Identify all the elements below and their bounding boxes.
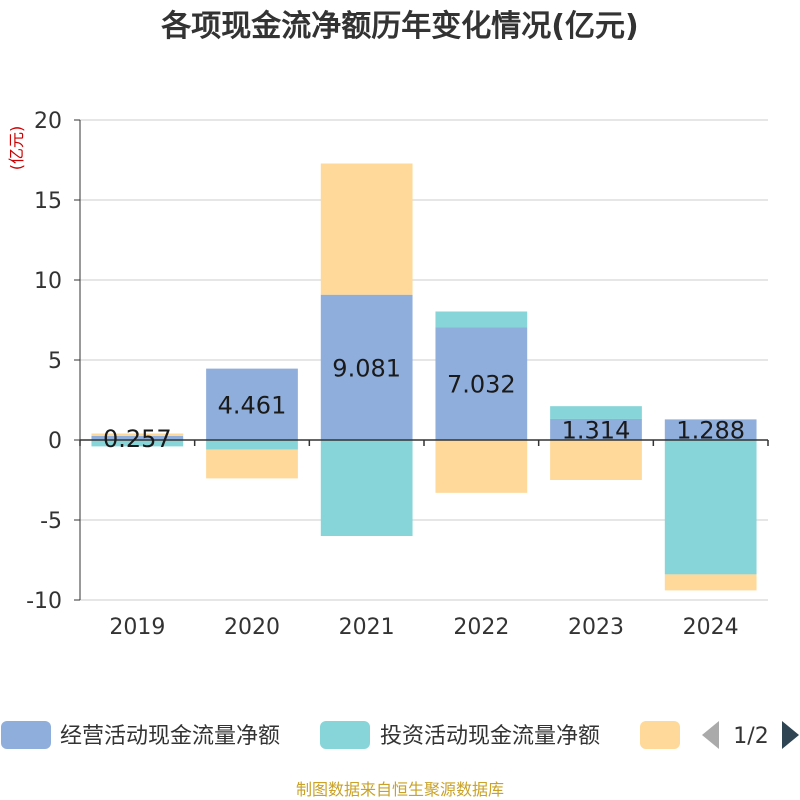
legend-item-financing[interactable] [640,721,680,749]
x-tick-label: 2023 [568,615,624,640]
x-tick-label: 2019 [109,615,165,640]
legend-label-operating: 经营活动现金流量净额 [60,724,280,749]
bar-investing-2020 [206,440,298,450]
x-tick-label: 2020 [224,615,280,640]
data-label-operating-2021: 9.081 [332,354,401,382]
y-tick-label: -10 [26,589,62,614]
legend-swatch-financing [640,721,680,749]
bar-investing-2022 [435,311,528,328]
y-tick-label: 0 [48,429,62,454]
y-tick-label: 20 [34,109,62,134]
gridlines [80,119,768,601]
y-tick-label: 15 [34,189,62,214]
x-tick-label: 2021 [339,615,395,640]
x-tick-label: 2022 [453,615,509,640]
bar-operating-2019 [91,435,184,440]
data-label-operating-2019: 0.257 [103,425,172,453]
data-label-operating-2020: 4.461 [218,391,287,419]
legend: 经营活动现金流量净额 投资活动现金流量净额 1/2 [1,721,799,749]
data-labels: 0.257 4.461 9.081 7.032 1.314 1.288 [103,354,745,453]
legend-item-operating[interactable]: 经营活动现金流量净额 [1,721,280,749]
data-label-operating-2022: 7.032 [447,371,516,399]
chart-title: 各项现金流净额历年变化情况(亿元) [160,9,638,44]
pager-prev-icon[interactable] [702,721,719,749]
bar-investing-2023 [550,406,642,419]
bar-financing-2020 [206,449,298,479]
y-tick-label: 5 [48,349,62,374]
x-tick-label: 2024 [683,615,739,640]
bar-operating-2023 [550,418,642,440]
bar-operating-2020 [206,368,298,440]
pager-next-icon[interactable] [782,721,799,749]
bar-financing-2024 [664,574,757,591]
bars [91,163,757,591]
data-label-operating-2023: 1.314 [562,416,631,444]
bar-financing-2019 [91,433,184,436]
bar-financing-2023 [550,440,642,480]
y-axis: 20 15 10 5 0 -5 -10 [26,109,81,614]
bar-investing-2024 [664,440,757,575]
legend-swatch-operating [1,721,51,749]
bar-operating-2024 [664,419,757,440]
y-tick-label: -5 [40,509,62,534]
pager-page-indicator: 1/2 [733,724,768,749]
unit-label: (亿元) [7,126,26,171]
data-label-operating-2024: 1.288 [676,417,745,445]
bar-investing-2019 [91,440,184,447]
bar-operating-2021 [320,294,413,440]
bar-financing-2022 [435,440,528,493]
bar-operating-2022 [435,327,528,440]
legend-label-investing: 投资活动现金流量净额 [380,724,600,749]
x-axis: 2019 2020 2021 2022 2023 2024 [79,439,769,640]
bar-financing-2021 [320,163,413,295]
source-note: 制图数据来自恒生聚源数据库 [296,780,504,799]
y-tick-label: 10 [34,269,62,294]
legend-item-investing[interactable]: 投资活动现金流量净额 [320,721,600,749]
legend-swatch-investing [320,721,370,749]
bar-investing-2021 [320,440,413,536]
